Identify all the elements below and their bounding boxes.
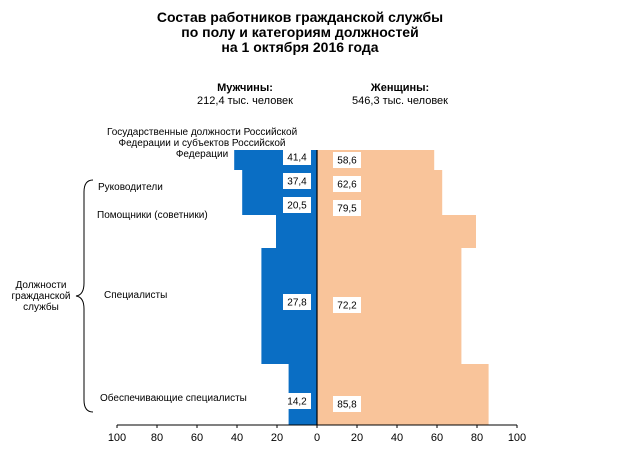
value-label-women-3-box xyxy=(333,297,361,313)
men-header: Мужчины: 212,4 тыс. человек xyxy=(195,82,295,108)
value-label-men-2: 20,5 xyxy=(283,197,311,213)
category-label-0-line-2: Федерации xyxy=(175,149,229,160)
value-label-men-0-text: 41,4 xyxy=(287,153,307,164)
category-label-4: Обеспечивающие специалисты xyxy=(100,393,247,404)
value-label-women-0-box xyxy=(333,152,361,168)
category-label-2: Помощники (советники) xyxy=(97,210,208,221)
value-label-women-3-text: 72,2 xyxy=(337,301,357,312)
bar-women-2 xyxy=(317,215,476,248)
value-label-men-1: 37,4 xyxy=(283,173,311,189)
value-label-women-2-box xyxy=(333,200,361,216)
category-label-0-line-1: Федерации и субъектов Российской xyxy=(118,138,286,149)
x-tick-label-10: 100 xyxy=(508,432,526,444)
value-label-women-0-text: 58,6 xyxy=(337,156,357,167)
x-tick-label-6: 20 xyxy=(351,432,363,444)
value-label-women-1-text: 62,6 xyxy=(337,180,357,191)
group-label-line-1: Должности xyxy=(15,280,67,291)
title-line-1: Состав работников гражданской службы xyxy=(156,9,444,25)
value-label-men-0: 41,4 xyxy=(283,149,311,165)
x-tick-label-5: 0 xyxy=(314,432,320,444)
x-tick-label-0: 100 xyxy=(108,432,126,444)
value-label-men-4: 14,2 xyxy=(283,393,311,409)
value-label-men-3: 27,8 xyxy=(283,294,311,310)
category-label-3-line-0: Специалисты xyxy=(104,290,168,301)
group-brace xyxy=(75,179,94,413)
x-tick-label-3: 40 xyxy=(231,432,243,444)
category-label-4-line-0: Обеспечивающие специалисты xyxy=(100,393,247,404)
x-tick-label-1: 80 xyxy=(151,432,163,444)
bar-men-2 xyxy=(276,215,317,248)
category-label-3: Специалисты xyxy=(104,290,167,301)
women-total: 546,3 тыс. человек xyxy=(352,95,448,107)
title-line-2: по полу и категориям должностей xyxy=(181,24,419,40)
x-tick-label-9: 80 xyxy=(471,432,483,444)
value-label-men-1-text: 37,4 xyxy=(287,177,307,188)
value-label-women-4: 85,8 xyxy=(333,396,361,412)
group-label: Должности гражданской службы xyxy=(6,280,76,313)
x-tick-label-2: 60 xyxy=(191,432,203,444)
men-label: Мужчины: xyxy=(217,82,273,94)
value-label-women-4-text: 85,8 xyxy=(337,400,357,411)
value-label-women-2: 79,5 xyxy=(333,200,361,216)
value-label-men-4-box xyxy=(283,393,311,409)
value-label-men-3-text: 27,8 xyxy=(287,298,307,309)
title-line-3: на 1 октября 2016 года xyxy=(221,39,379,55)
value-label-women-3: 72,2 xyxy=(333,297,361,313)
value-label-men-4-text: 14,2 xyxy=(287,397,307,408)
value-label-men-2-box xyxy=(283,197,311,213)
category-label-2-line-0: Помощники (советники) xyxy=(97,210,208,221)
x-tick-label-7: 40 xyxy=(391,432,403,444)
chart-title: Состав работников гражданской службы по … xyxy=(0,10,600,55)
category-label-0: Государственные должности Российской Феде… xyxy=(107,127,297,160)
group-label-line-2: гражданской xyxy=(11,291,71,302)
category-label-0-line-0: Государственные должности Российской xyxy=(107,127,298,138)
category-label-1: Руководители xyxy=(98,182,163,193)
women-header: Женщины: 546,3 тыс. человек xyxy=(345,82,455,108)
x-tick-label-8: 60 xyxy=(431,432,443,444)
value-label-men-3-box xyxy=(283,294,311,310)
value-label-women-1: 62,6 xyxy=(333,176,361,192)
group-label-line-3: службы xyxy=(23,302,59,313)
value-label-men-2-text: 20,5 xyxy=(287,201,307,212)
value-label-women-0: 58,6 xyxy=(333,152,361,168)
value-label-women-4-box xyxy=(333,396,361,412)
value-label-men-1-box xyxy=(283,173,311,189)
men-total: 212,4 тыс. человек xyxy=(197,95,293,107)
value-label-women-1-box xyxy=(333,176,361,192)
category-label-1-line-0: Руководители xyxy=(98,182,163,193)
value-label-men-0-box xyxy=(283,149,311,165)
x-tick-label-4: 20 xyxy=(271,432,283,444)
value-label-women-2-text: 79,5 xyxy=(337,204,357,215)
bar-women-4 xyxy=(317,364,489,425)
women-label: Женщины: xyxy=(370,82,430,94)
